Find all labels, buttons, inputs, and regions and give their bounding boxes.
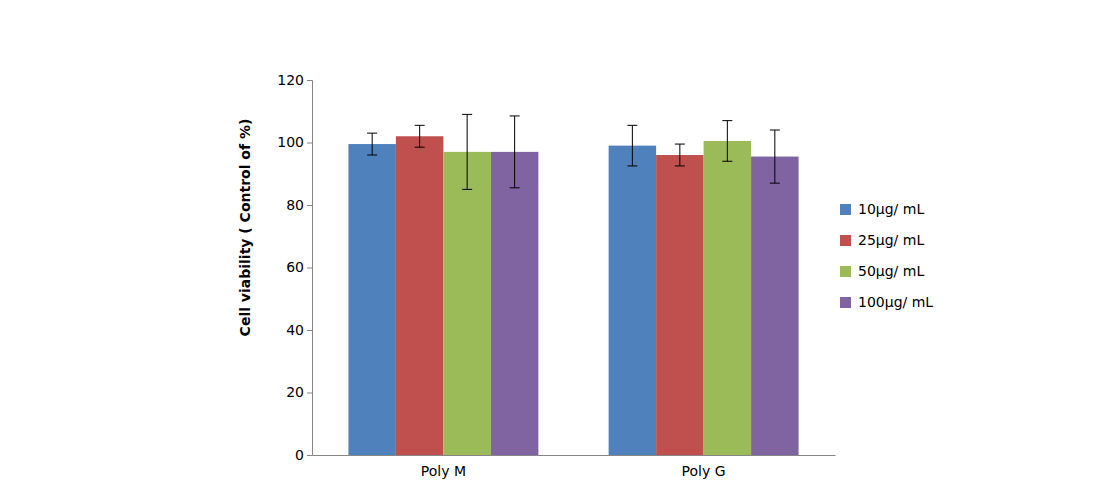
legend-label: 100μg/ mL (858, 294, 933, 310)
x-tick-label: Poly M (421, 463, 466, 479)
y-tick-mark (307, 268, 312, 269)
error-line (467, 114, 468, 189)
series (396, 125, 704, 455)
error-line (419, 125, 420, 147)
series (443, 114, 751, 455)
x-tick-label: Poly G (682, 463, 726, 479)
error-cap (770, 183, 780, 184)
error-bar (675, 144, 685, 166)
error-bar (415, 125, 425, 147)
legend-item: 10μg/ mL (840, 201, 924, 217)
error-line (632, 125, 633, 166)
y-tick-mark (307, 455, 312, 456)
legend-swatch (840, 235, 851, 246)
y-tick-mark (307, 330, 312, 331)
y-tick: 100 (277, 134, 312, 150)
y-axis: 0 20 40 60 80 100 120 (277, 72, 312, 463)
error-cap (415, 147, 425, 148)
error-cap (415, 125, 425, 126)
error-bar (627, 125, 637, 166)
y-axis-title: Cell viability ( Control of %) (237, 119, 253, 337)
error-cap (675, 165, 685, 166)
error-line (372, 133, 373, 155)
series (348, 125, 656, 455)
legend-item: 100μg/ mL (840, 294, 933, 310)
error-cap (675, 144, 685, 145)
legend-swatch (840, 297, 851, 308)
y-tick-label: 20 (286, 384, 304, 400)
bar (443, 152, 490, 455)
legend-item: 25μg/ mL (840, 232, 924, 248)
bar (396, 136, 443, 455)
bar (704, 141, 751, 455)
legend-swatch (840, 266, 851, 277)
y-tick-mark (307, 143, 312, 144)
error-cap (367, 133, 377, 134)
y-tick-label: 40 (286, 322, 304, 338)
error-cap (510, 115, 520, 116)
x-tick: Poly G (682, 455, 726, 479)
y-tick: 60 (286, 259, 312, 275)
error-bar (462, 114, 472, 189)
x-tick: Poly M (421, 455, 466, 479)
legend-label: 50μg/ mL (858, 263, 924, 279)
marks (348, 114, 798, 455)
error-bar (510, 116, 520, 188)
error-cap (462, 114, 472, 115)
y-tick-label: 120 (277, 72, 304, 88)
bar (751, 157, 798, 455)
error-line (727, 121, 728, 162)
error-bar (722, 121, 732, 162)
error-cap (627, 125, 637, 126)
error-line (774, 130, 775, 183)
error-cap (462, 189, 472, 190)
error-cap (722, 161, 732, 162)
legend-item: 50μg/ mL (840, 263, 924, 279)
error-cap (510, 187, 520, 188)
error-cap (627, 165, 637, 166)
y-tick: 20 (286, 384, 312, 400)
y-tick-mark (307, 393, 312, 394)
error-cap (367, 155, 377, 156)
legend-label: 10μg/ mL (858, 201, 924, 217)
bar (491, 152, 538, 455)
y-tick-label: 80 (286, 197, 304, 213)
y-tick: 40 (286, 322, 312, 338)
legend-swatch (840, 204, 851, 215)
x-axis: Poly M Poly G (313, 455, 836, 479)
bar (609, 146, 656, 455)
legend-label: 25μg/ mL (858, 232, 924, 248)
y-tick: 120 (277, 72, 312, 88)
error-line (514, 116, 515, 188)
x-axis-line (313, 455, 836, 456)
chart: 0 20 40 60 80 100 120 Poly M Poly G Cell viabilit… (0, 0, 1094, 504)
y-tick-mark (307, 80, 312, 81)
y-tick-label: 0 (295, 447, 304, 463)
y-axis-line (307, 81, 313, 456)
error-cap (722, 120, 732, 121)
y-tick: 80 (286, 197, 312, 213)
y-tick-label: 60 (286, 259, 304, 275)
bar (656, 155, 703, 455)
error-bar (770, 130, 780, 183)
series (491, 116, 799, 455)
bar (348, 144, 395, 455)
error-bar (367, 133, 377, 155)
y-tick: 0 (295, 447, 312, 463)
legend: 10μg/ mL 25μg/ mL 50μg/ mL 100μg/ mL (840, 201, 933, 310)
y-tick-label: 100 (277, 134, 304, 150)
y-tick-mark (307, 205, 312, 206)
error-line (679, 144, 680, 166)
error-cap (770, 130, 780, 131)
